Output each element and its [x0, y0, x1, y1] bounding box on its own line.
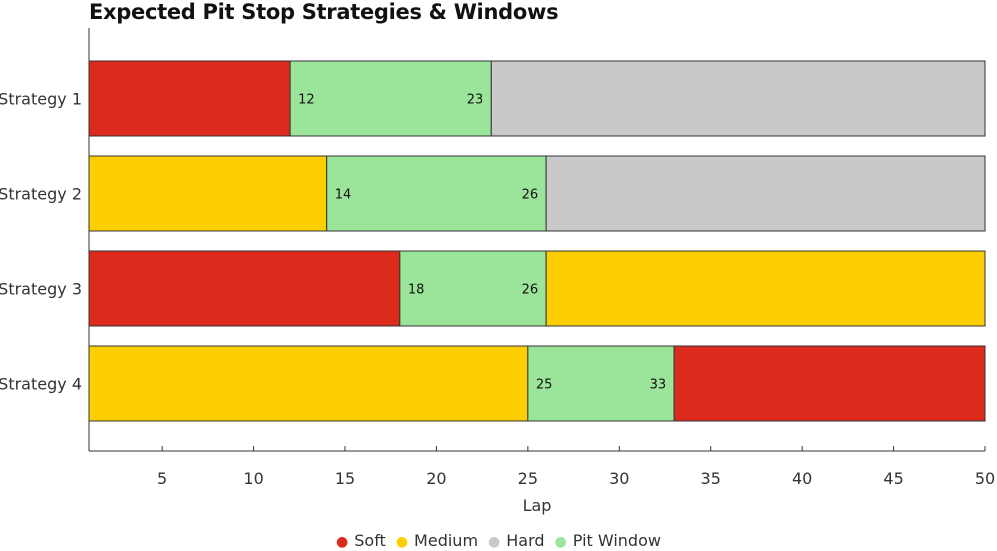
- x-tick-label: 30: [609, 469, 629, 488]
- window-end-label: 23: [467, 93, 484, 108]
- x-tick-label: 45: [883, 469, 903, 488]
- legend-marker: ●: [336, 534, 349, 550]
- category-label: Strategy 3: [0, 280, 82, 299]
- window-start-label: 12: [298, 93, 315, 108]
- category-label: Strategy 4: [0, 375, 82, 394]
- legend-label: Soft: [354, 531, 386, 550]
- legend-label: Hard: [506, 531, 545, 550]
- legend-item: ● Pit Window: [555, 531, 661, 550]
- category-label: Strategy 1: [0, 90, 82, 109]
- x-tick-label: 5: [157, 469, 167, 488]
- legend-marker: ●: [395, 534, 409, 550]
- legend-marker: ●: [488, 534, 501, 550]
- legend-label: Pit Window: [572, 531, 661, 550]
- legend-item: ● Soft: [336, 531, 386, 550]
- chart-title: Expected Pit Stop Strategies & Windows: [89, 0, 559, 24]
- window-start-label: 14: [335, 188, 352, 203]
- x-tick-label: 25: [518, 469, 538, 488]
- window-end-label: 33: [650, 378, 667, 393]
- bar-segment-medium: [88, 155, 328, 232]
- bar-segment-hard: [490, 60, 986, 137]
- x-tick-label: 20: [426, 469, 446, 488]
- chart-legend: ● Soft ● Medium ● Hard ● Pit Window: [0, 531, 997, 550]
- x-tick-label: 40: [792, 469, 812, 488]
- window-end-label: 26: [522, 188, 539, 203]
- bar-segment-pit-window: [326, 155, 547, 232]
- bar-segment-soft: [88, 60, 291, 137]
- bar-segment-soft: [673, 345, 986, 422]
- bar-segment-soft: [88, 250, 401, 327]
- legend-label: Medium: [414, 531, 479, 550]
- x-tick-label: 35: [701, 469, 721, 488]
- legend-marker: ●: [554, 534, 567, 550]
- category-label: Strategy 2: [0, 185, 82, 204]
- bar-segment-medium: [88, 345, 529, 422]
- window-start-label: 18: [408, 283, 425, 298]
- window-end-label: 26: [522, 283, 539, 298]
- x-axis-label: Lap: [523, 496, 552, 515]
- bar-segment-pit-window: [289, 60, 492, 137]
- legend-item: ● Medium: [396, 531, 478, 550]
- x-tick-label: 15: [335, 469, 355, 488]
- x-tick-label: 50: [975, 469, 995, 488]
- window-start-label: 25: [536, 378, 553, 393]
- x-tick-label: 10: [243, 469, 263, 488]
- bar-segment-medium: [545, 250, 986, 327]
- bar-segment-pit-window: [527, 345, 675, 422]
- bar-segment-pit-window: [399, 250, 547, 327]
- bar-segment-hard: [545, 155, 986, 232]
- legend-item: ● Hard: [488, 531, 545, 550]
